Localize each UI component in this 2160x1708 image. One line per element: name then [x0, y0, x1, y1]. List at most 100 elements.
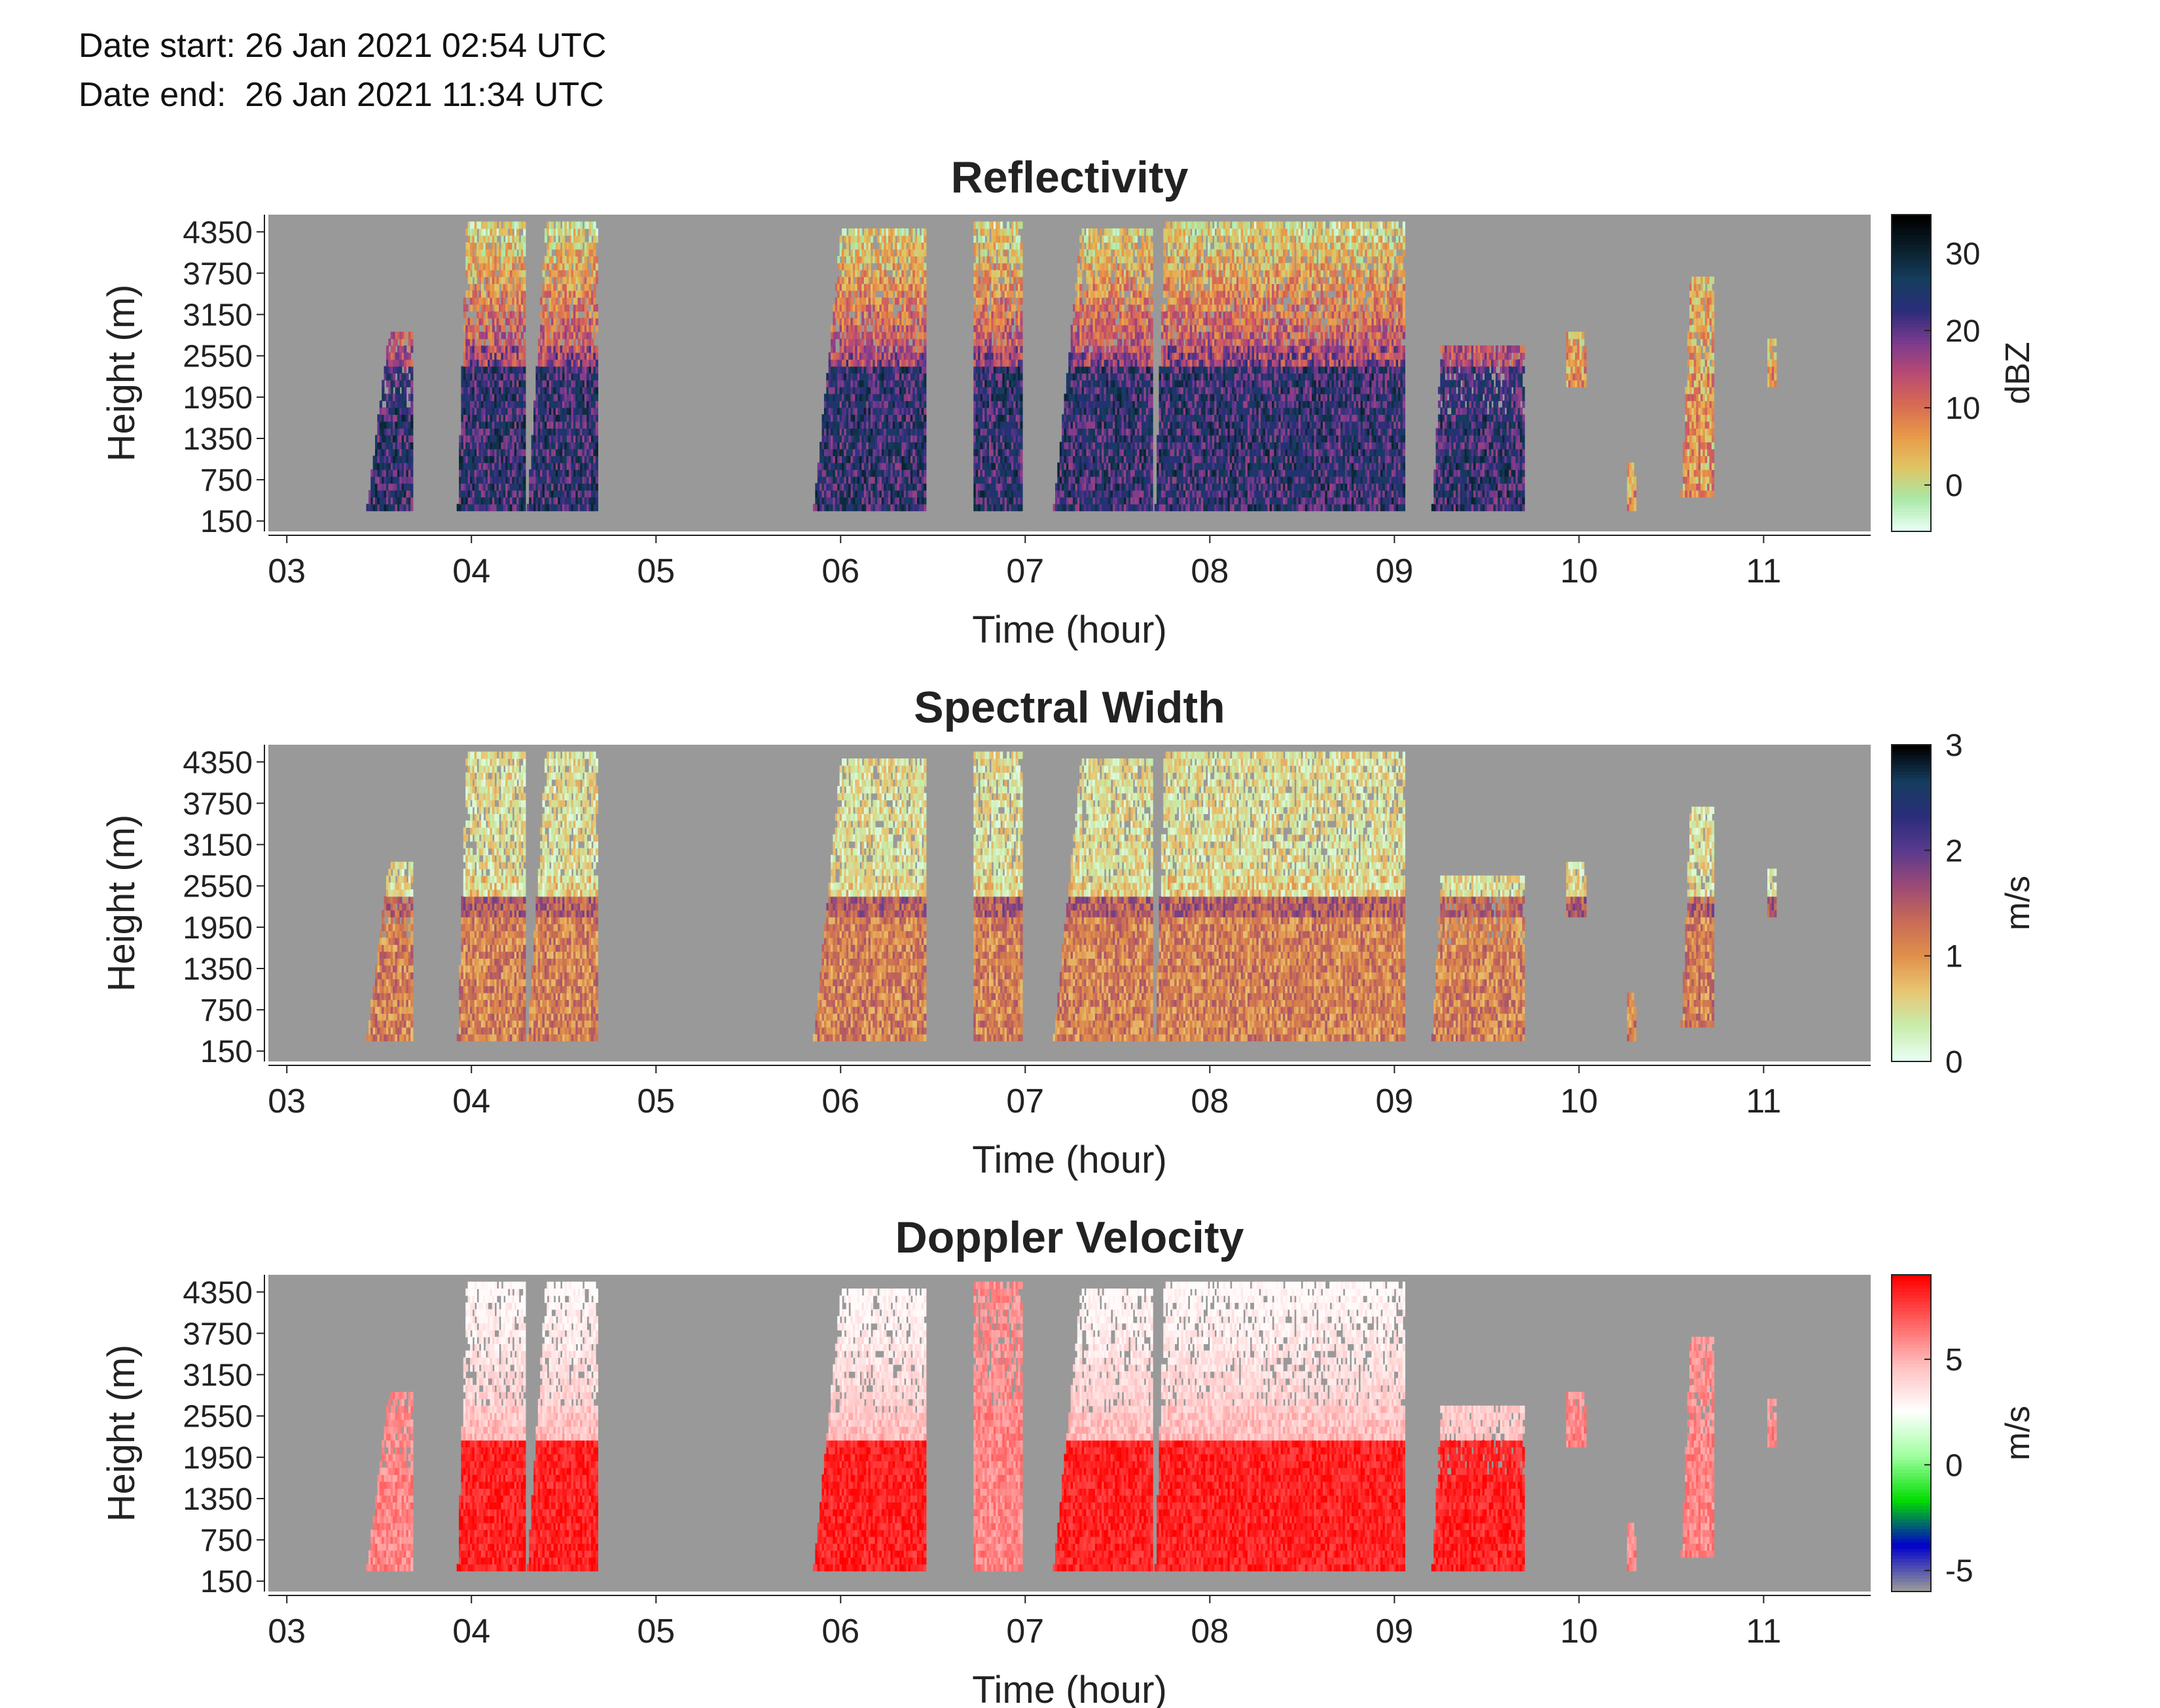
data-cell: [401, 414, 405, 422]
data-cell: [467, 235, 471, 243]
data-cell: [826, 421, 829, 429]
data-cell: [507, 421, 511, 429]
data-cell: [485, 503, 488, 512]
data-cell: [501, 331, 504, 340]
data-cell: [470, 366, 473, 374]
data-cell: [463, 421, 466, 429]
data-cell: [823, 483, 827, 491]
data-cell: [917, 228, 920, 236]
data-cell: [577, 242, 581, 250]
data-cell: [569, 373, 572, 381]
data-cell: [377, 442, 380, 450]
data-cell: [573, 270, 577, 277]
data-cell: [483, 366, 486, 374]
data-cell: [384, 393, 387, 401]
data-cell: [390, 435, 393, 442]
data-cell: [861, 317, 865, 326]
data-cell: [580, 345, 583, 353]
data-cell: [509, 352, 513, 360]
data-cell: [488, 497, 491, 505]
data-cell: [542, 448, 545, 456]
data-cell: [857, 331, 860, 340]
data-cell: [562, 317, 566, 326]
data-cell: [828, 359, 831, 367]
data-cell: [410, 476, 414, 484]
data-cell: [472, 380, 475, 387]
data-cell: [483, 373, 486, 381]
data-cell: [499, 483, 502, 491]
data-cell: [823, 407, 827, 415]
data-cell: [555, 338, 558, 346]
data-cell: [566, 373, 569, 381]
data-cell: [501, 283, 504, 291]
data-cell: [837, 476, 840, 484]
data-cell: [575, 421, 579, 429]
data-cell: [386, 428, 389, 436]
data-cell: [558, 311, 561, 319]
data-cell: [558, 448, 561, 456]
data-cell: [584, 331, 587, 340]
data-cell: [575, 483, 579, 491]
data-cell: [393, 435, 396, 442]
data-cell: [535, 387, 539, 395]
data-cell: [842, 290, 845, 298]
data-cell: [890, 249, 893, 257]
data-cell: [826, 400, 829, 408]
data-cell: [467, 331, 471, 340]
data-cell: [485, 455, 488, 463]
data-cell: [485, 345, 488, 353]
data-cell: [390, 442, 393, 450]
data-cell: [1000, 221, 1003, 229]
data-cell: [868, 311, 871, 319]
data-cell: [584, 359, 587, 367]
data-cell: [390, 483, 393, 491]
data-cell: [577, 276, 581, 284]
data-cell: [488, 235, 491, 243]
data-cell: [459, 469, 462, 477]
data-cell: [518, 489, 522, 498]
data-cell: [401, 421, 405, 429]
data-cell: [483, 338, 486, 346]
data-cell: [584, 421, 587, 429]
data-cell: [555, 483, 558, 491]
data-cell: [551, 469, 554, 477]
data-cell: [480, 297, 484, 305]
data-cell: [397, 483, 401, 491]
data-cell: [384, 428, 387, 436]
data-cell: [569, 387, 572, 395]
data-cell: [470, 455, 473, 463]
data-cell: [520, 331, 524, 340]
data-cell: [564, 435, 567, 442]
data-cell: [465, 503, 469, 512]
data-cell: [494, 483, 497, 491]
data-cell: [560, 435, 563, 442]
data-cell: [595, 387, 598, 395]
data-cell: [478, 497, 482, 505]
data-cell: [494, 359, 497, 367]
data-cell: [512, 442, 515, 450]
data-cell: [903, 256, 907, 264]
data-cell: [494, 476, 497, 484]
data-cell: [395, 483, 398, 491]
data-cell: [388, 400, 391, 408]
data-cell: [512, 297, 515, 305]
data-cell: [586, 359, 590, 367]
data-cell: [492, 242, 495, 250]
data-cell: [516, 359, 520, 367]
data-cell: [558, 373, 561, 381]
data-cell: [523, 235, 526, 243]
data-cell: [924, 311, 927, 319]
data-cell: [575, 476, 579, 484]
data-cell: [924, 290, 927, 298]
data-cell: [551, 359, 554, 367]
data-cell: [564, 476, 567, 484]
data-cell: [488, 311, 491, 319]
data-cell: [571, 366, 574, 374]
data-cell: [821, 442, 825, 450]
data-cell: [379, 448, 382, 456]
data-cell: [463, 373, 466, 381]
data-cell: [569, 221, 572, 229]
data-cell: [566, 462, 569, 471]
data-cell: [406, 483, 409, 491]
data-cell: [401, 448, 405, 456]
